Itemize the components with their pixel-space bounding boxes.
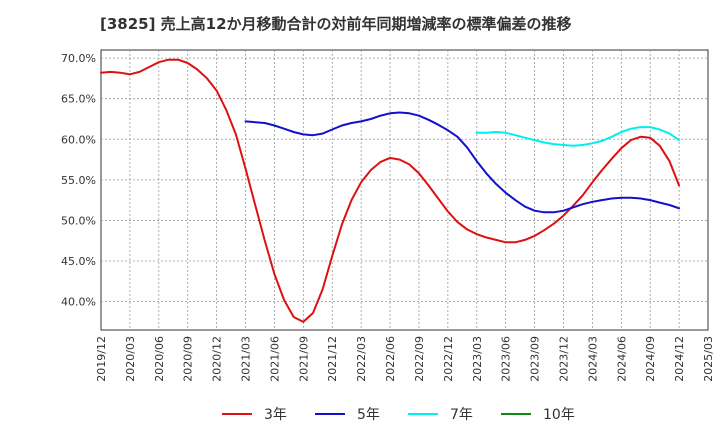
- x-tick-label: 2022/09: [413, 336, 426, 382]
- y-tick-label: 70.0%: [61, 52, 96, 65]
- x-tick-label: 2024/09: [644, 336, 657, 382]
- x-tick-label: 2023/06: [500, 336, 513, 382]
- x-tick-label: 2024/06: [615, 336, 628, 382]
- legend-label: 3年: [264, 407, 287, 423]
- x-tick-label: 2022/12: [442, 336, 455, 382]
- x-tick-label: 2025/03: [702, 336, 715, 382]
- x-tick-label: 2021/12: [326, 336, 339, 382]
- y-tick-label: 45.0%: [61, 255, 96, 268]
- x-tick-label: 2020/06: [153, 336, 166, 382]
- y-tick-label: 65.0%: [61, 93, 96, 106]
- legend-label: 7年: [450, 407, 473, 423]
- x-tick-label: 2023/03: [471, 336, 484, 382]
- y-tick-label: 55.0%: [61, 174, 96, 187]
- series-line: [475, 126, 681, 147]
- legend-label: 10年: [543, 407, 575, 423]
- chart-title: [3825] 売上高12か月移動合計の対前年同期増減率の標準偏差の推移: [100, 15, 572, 33]
- x-tick-label: 2020/09: [182, 336, 195, 382]
- x-tick-label: 2024/03: [586, 336, 599, 382]
- x-tick-label: 2023/09: [529, 336, 542, 382]
- series-line: [100, 58, 681, 323]
- x-tick-label: 2022/03: [355, 336, 368, 382]
- y-tick-label: 60.0%: [61, 133, 96, 146]
- x-tick-label: 2022/06: [384, 336, 397, 382]
- series-line: [244, 111, 681, 214]
- y-tick-label: 50.0%: [61, 214, 96, 227]
- x-tick-label: 2024/12: [673, 336, 686, 382]
- x-tick-label: 2020/03: [124, 336, 137, 382]
- y-tick-label: 40.0%: [61, 296, 96, 309]
- x-tick-label: 2021/03: [240, 336, 253, 382]
- x-tick-label: 2020/12: [211, 336, 224, 382]
- legend-label: 5年: [357, 407, 380, 423]
- plot-area: [100, 49, 709, 331]
- x-tick-label: 2021/06: [268, 336, 281, 382]
- x-tick-label: 2023/12: [557, 336, 570, 382]
- x-tick-label: 2019/12: [95, 336, 108, 382]
- x-tick-label: 2021/09: [297, 336, 310, 382]
